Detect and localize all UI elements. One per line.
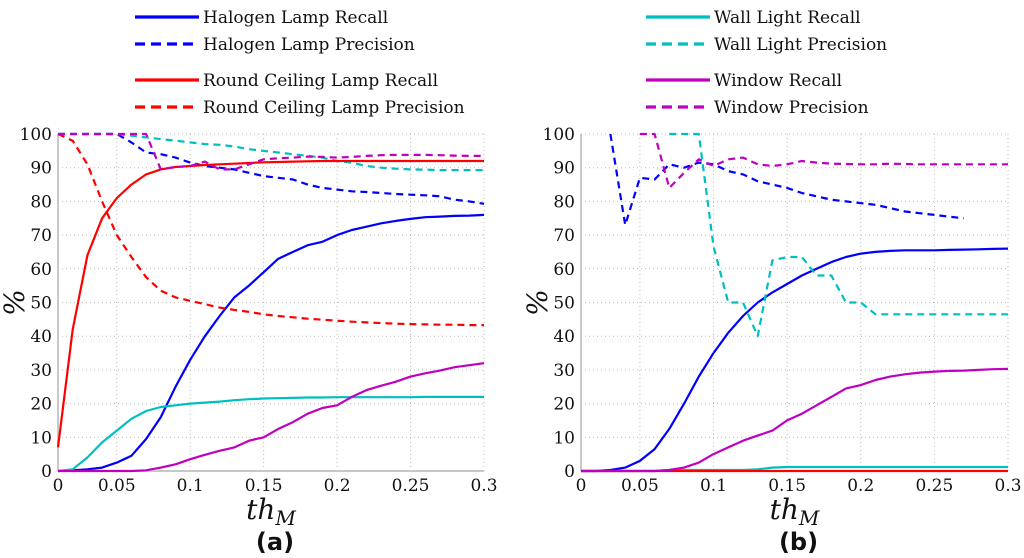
series-line-halogen-lamp-precision [58,132,485,205]
x-tick-label: 0.1 [700,476,727,496]
series-line-wall-light-precision [58,132,484,172]
legend-item-wall-light-recall: Wall Light Recall [646,8,861,28]
y-tick-label: 90 [553,159,575,179]
legend: Halogen Lamp Recall Halogen Lamp Precisio… [135,8,887,118]
x-tick-label: 0.05 [98,476,136,496]
x-tick-label: 0.3 [470,476,497,496]
series-line-halogen-lamp-recall [57,213,485,473]
y-tick-label: 100 [543,125,575,145]
series-line-wall-light-recall [57,395,484,473]
series-line-halogen-lamp-recall [581,247,1009,473]
panel-label: (a) [256,528,294,556]
series-line-round-ceiling-lamp-recall [56,159,484,448]
legend-label: Window Recall [714,71,842,91]
legend-item-round-ceiling-lamp-precision: Round Ceiling Lamp Precision [135,98,465,118]
x-tick-label: 0.15 [768,476,806,496]
y-tick-label: 70 [30,226,52,246]
y-tick-label: 0 [41,462,52,482]
x-tick-label: 0.2 [847,476,874,496]
y-tick-label: 20 [553,395,575,415]
legend-item-halogen-lamp-recall: Halogen Lamp Recall [135,8,388,28]
x-axis-label: thM [770,493,820,530]
x-tick-label: 0.3 [994,476,1021,496]
y-tick-label: 100 [20,125,52,145]
series-line-window-recall [58,362,485,473]
x-tick-label: 0 [576,476,587,496]
y-tick-label: 50 [30,294,52,314]
y-tick-label: 50 [553,294,575,314]
legend-item-window-precision: Window Precision [646,98,869,118]
y-tick-label: 70 [553,226,575,246]
series-line-round-ceiling-lamp-precision [57,132,484,327]
x-tick-label: 0.25 [392,476,430,496]
x-axis-label-main: th [770,493,799,526]
y-tick-label: 10 [553,428,575,448]
series-line-wall-light-precision [669,132,1008,338]
legend-label: Wall Light Recall [714,8,861,28]
series-line-halogen-lamp-precision [609,133,964,227]
legend-item-round-ceiling-lamp-recall: Round Ceiling Lamp Recall [135,71,438,91]
series-line-window-recall [581,367,1009,473]
chart-panel-a: 0 10 20 30 40 50 60 70 80 90 100 0 0.05 0.1 0.15 0.2 0.2… [0,125,498,556]
x-tick-label: 0.05 [621,476,659,496]
legend-label: Halogen Lamp Precision [203,35,415,55]
series-line-window-precision [639,132,1008,189]
x-tick-label: 0 [53,476,64,496]
series-line-window-precision [58,132,484,171]
y-tick-label: 40 [553,327,575,347]
legend-item-halogen-lamp-precision: Halogen Lamp Precision [135,35,415,55]
legend-label: Wall Light Precision [714,35,887,55]
x-tick-label: 0.25 [915,476,953,496]
y-tick-label: 30 [553,361,575,381]
y-tick-label: 60 [30,260,52,280]
legend-item-window-recall: Window Recall [646,71,842,91]
x-tick-label: 0.2 [324,476,351,496]
y-tick-label: 90 [30,159,52,179]
y-tick-label: 20 [30,395,52,415]
legend-label: Halogen Lamp Recall [203,8,388,28]
legend-item-wall-light-precision: Wall Light Precision [646,35,887,55]
x-axis-label-subscript: M [274,506,296,530]
y-axis-label: % [521,289,554,316]
x-axis-label-subscript: M [798,506,820,530]
legend-label: Round Ceiling Lamp Precision [203,98,465,118]
x-axis-label-main: th [246,493,275,526]
panel-label: (b) [779,528,818,556]
y-tick-label: 80 [553,192,575,212]
y-tick-label: 30 [30,361,52,381]
y-tick-label: 10 [30,428,52,448]
chart-panel-b: 0 10 20 30 40 50 60 70 80 90 100 0 0.05 0.1 0.15 0.2 0.2… [521,125,1022,556]
y-tick-label: 40 [30,327,52,347]
y-axis-label: % [0,289,31,316]
x-axis-label: thM [246,493,296,530]
x-tick-label: 0.1 [177,476,204,496]
x-tick-label: 0.15 [245,476,283,496]
y-tick-label: 80 [30,192,52,212]
y-tick-label: 0 [564,462,575,482]
legend-label: Window Precision [714,98,869,118]
legend-label: Round Ceiling Lamp Recall [203,71,438,91]
y-tick-label: 60 [553,260,575,280]
